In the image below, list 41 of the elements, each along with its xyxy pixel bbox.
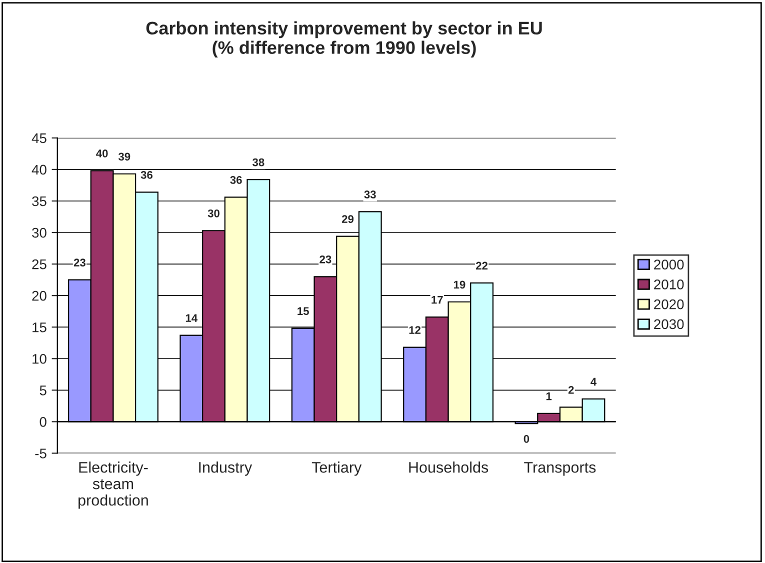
data-label: 36 (140, 170, 153, 179)
data-label: 15 (298, 307, 309, 316)
y-tick-label: 40 (32, 164, 46, 175)
x-tick-label: Transports (524, 462, 596, 476)
data-label: 38 (252, 158, 264, 166)
x-tick-label: Tertiary (312, 462, 362, 476)
data-label: 1 (546, 392, 552, 400)
data-label: 36 (230, 176, 242, 184)
data-label: 4 (590, 378, 597, 386)
data-label: 33 (364, 190, 376, 198)
data-label: 23 (320, 255, 332, 264)
y-tick-label: 0 (40, 417, 46, 427)
y-tick-label: 45 (32, 133, 46, 144)
y-tick-label: 30 (32, 228, 46, 238)
data-label: 22 (476, 262, 488, 270)
x-tick-label: Industry (199, 462, 252, 476)
chart-title: Carbon intensity improvement by sector in EU (% difference from 1990 levels) (146, 21, 542, 58)
data-label: 29 (342, 215, 354, 223)
y-tick-label: 10 (32, 354, 46, 364)
y-tick-label: 5 (40, 386, 46, 396)
y-tick-label: 20 (32, 290, 46, 301)
data-label: 17 (432, 296, 443, 304)
data-label: 39 (118, 152, 130, 161)
data-label: 30 (208, 209, 220, 218)
legend-label: 2020 (654, 299, 684, 310)
data-label: 19 (454, 280, 466, 289)
y-tick-label: 35 (32, 196, 46, 206)
data-label: 12 (409, 326, 421, 334)
y-tick-label: 15 (32, 322, 46, 332)
data-label: 14 (186, 314, 198, 322)
legend-label: 2030 (654, 319, 684, 330)
x-tick-label: Households (409, 462, 488, 473)
x-tick-label: Electricity- steam production (78, 462, 148, 509)
data-label: 40 (96, 150, 108, 158)
y-tick-label: -5 (35, 448, 46, 458)
legend-label: 2000 (654, 260, 684, 270)
legend-label: 2010 (654, 280, 684, 290)
data-label: 2 (568, 386, 574, 394)
data-label: 0 (524, 434, 530, 443)
y-tick-label: 25 (32, 259, 46, 270)
data-label: 23 (74, 258, 86, 267)
